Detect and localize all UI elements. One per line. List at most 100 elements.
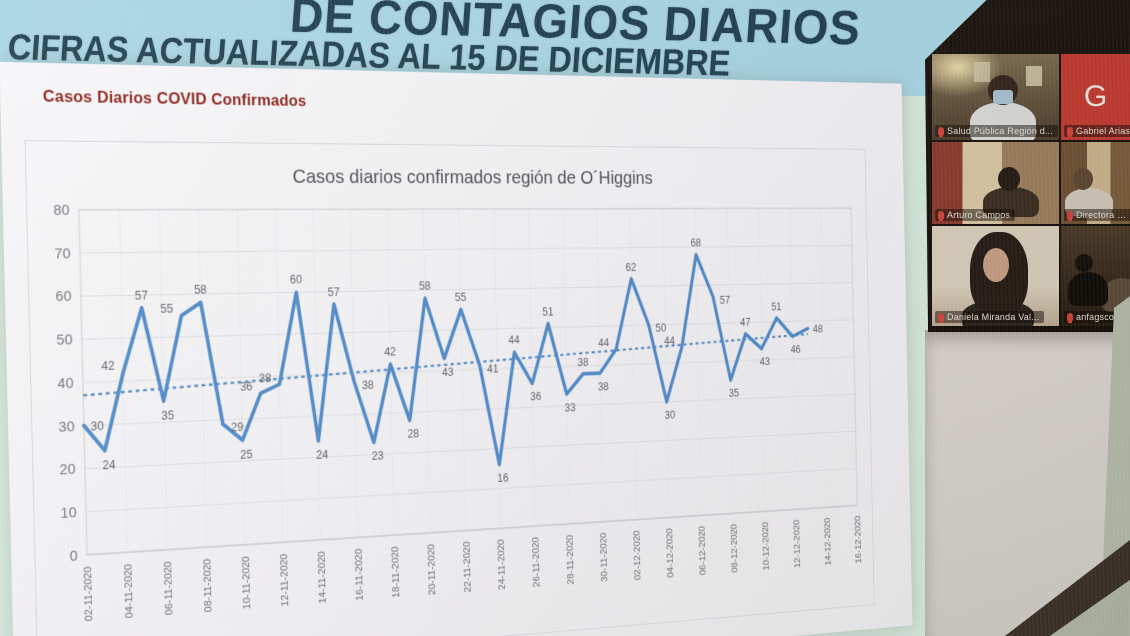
- participant-name-bar: Gabriel Arias: [1064, 125, 1130, 137]
- data-label: 36: [530, 390, 541, 403]
- covid-line-chart: 0 10 20 30 40 50 60 70 80 02-11-2020 04-11-2020 06-…: [25, 140, 875, 636]
- x-tick-label: 02-11-2020: [82, 566, 95, 621]
- h-gridline: [84, 394, 855, 425]
- data-label: 30: [90, 419, 104, 433]
- participant-name: anfagscovid...: [1076, 312, 1130, 322]
- h-gridline: [86, 468, 856, 511]
- data-label: 36: [240, 380, 253, 394]
- y-tick-label: 20: [59, 462, 75, 479]
- h-gridline: [80, 245, 852, 253]
- chart-panel: Casos Diarios COVID Confirmados Casos di…: [0, 61, 913, 636]
- h-gridline: [85, 431, 856, 468]
- data-label: 38: [598, 380, 609, 393]
- y-tick-label: 40: [57, 376, 73, 393]
- data-label: 35: [729, 387, 740, 400]
- data-label: 48: [813, 323, 823, 335]
- data-label: 44: [598, 337, 609, 350]
- y-tick-label: 30: [58, 419, 74, 436]
- data-label: 57: [135, 288, 148, 302]
- data-label: 44: [508, 334, 520, 347]
- data-label: 60: [290, 273, 303, 287]
- y-tick-label: 0: [69, 548, 77, 564]
- data-label: 51: [771, 300, 781, 312]
- x-tick-label: 28-11-2020: [566, 534, 577, 584]
- x-tick-label: 12-11-2020: [279, 553, 291, 606]
- desktop-area: [925, 330, 1130, 636]
- x-tick-label: 12-12-2020: [793, 519, 803, 568]
- participant-tile[interactable]: Salud Pública Región d...: [932, 54, 1059, 140]
- participant-name: Gabriel Arias: [1076, 126, 1130, 136]
- participant-tile[interactable]: G Gabriel Arias: [1061, 54, 1130, 140]
- x-tick-label: 08-12-2020: [730, 523, 740, 573]
- data-label: 23: [372, 449, 384, 463]
- data-label: 57: [328, 285, 340, 299]
- muted-mic-icon: [1067, 127, 1073, 137]
- data-label: 43: [442, 365, 454, 378]
- data-label: 35: [161, 408, 174, 422]
- participant-name-bar: Arturo Campos: [935, 209, 1016, 221]
- data-label: 62: [626, 261, 637, 274]
- data-label: 24: [102, 458, 115, 473]
- x-tick-label: 30-11-2020: [599, 532, 610, 582]
- data-label: 47: [740, 316, 751, 329]
- data-label: 58: [194, 283, 207, 297]
- participant-name: Directora DSS...: [1076, 210, 1130, 220]
- data-label: 46: [791, 343, 801, 355]
- data-label: 38: [259, 371, 272, 385]
- participant-name-bar: Directora DSS...: [1064, 209, 1130, 221]
- data-label: 33: [565, 401, 576, 414]
- y-tick-label: 60: [55, 289, 71, 305]
- data-label: 38: [577, 356, 588, 369]
- data-label: 68: [690, 237, 701, 250]
- y-tick-label: 10: [60, 505, 76, 522]
- vc-tile-grid: Salud Pública Región d... G Gabriel Arias A…: [932, 54, 1130, 326]
- data-label: 24: [316, 448, 328, 462]
- participant-name-bar: anfagscovid...: [1064, 311, 1130, 323]
- x-tick-label: 16-11-2020: [354, 548, 366, 601]
- x-tick-label: 04-12-2020: [665, 528, 675, 578]
- data-label: 42: [384, 345, 396, 359]
- participant-tile[interactable]: Directora DSS...: [1061, 142, 1130, 224]
- data-label: 25: [240, 447, 253, 461]
- muted-mic-icon: [938, 211, 944, 221]
- data-label: 41: [487, 362, 499, 375]
- muted-mic-icon: [1067, 211, 1073, 221]
- participant-tile[interactable]: Arturo Campos: [932, 142, 1059, 224]
- participant-name-bar: Daniela Miranda Val...: [935, 311, 1045, 323]
- video-conference-window: Salud Pública Región d... G Gabriel Arias A…: [925, 0, 1130, 332]
- x-tick-label: 10-11-2020: [241, 556, 253, 610]
- data-label: 44: [664, 335, 675, 348]
- data-label: 58: [419, 280, 431, 293]
- plot-border: [79, 208, 857, 555]
- data-label: 43: [760, 355, 770, 368]
- participant-name: Salud Pública Región d...: [947, 126, 1054, 136]
- chart-title: Casos diarios confirmados región de O´Hi…: [292, 165, 653, 189]
- x-tick-label: 24-11-2020: [497, 539, 508, 590]
- participant-name: Daniela Miranda Val...: [947, 312, 1040, 322]
- person-silhouette: [1061, 226, 1130, 326]
- x-tick-label: 02-12-2020: [633, 530, 643, 581]
- participant-initial: G: [1083, 80, 1108, 113]
- data-label: 50: [656, 322, 667, 335]
- muted-mic-icon: [938, 127, 944, 137]
- x-tick-label: 10-12-2020: [761, 521, 771, 570]
- participant-tile[interactable]: Daniela Miranda Val...: [932, 226, 1059, 326]
- x-tick-label: 06-12-2020: [698, 526, 708, 576]
- muted-mic-icon: [1067, 313, 1073, 323]
- chart-frame: [25, 141, 874, 636]
- data-label: 55: [455, 291, 467, 304]
- x-tick-label: 26-11-2020: [532, 537, 543, 588]
- data-label: 16: [497, 471, 509, 485]
- x-tick-label: 04-11-2020: [123, 564, 136, 619]
- data-label: 30: [665, 408, 676, 421]
- participant-tile[interactable]: anfagscovid...: [1061, 226, 1130, 326]
- x-tick-label: 06-11-2020: [163, 561, 175, 616]
- x-tick-label: 20-11-2020: [426, 544, 437, 596]
- participant-name-bar: Salud Pública Región d...: [935, 125, 1059, 137]
- y-tick-label: 50: [56, 333, 72, 349]
- x-tick-label: 14-12-2020: [823, 517, 833, 566]
- data-label: 28: [407, 427, 419, 441]
- section-header: Casos Diarios COVID Confirmados: [42, 86, 307, 110]
- data-label: 29: [231, 420, 244, 434]
